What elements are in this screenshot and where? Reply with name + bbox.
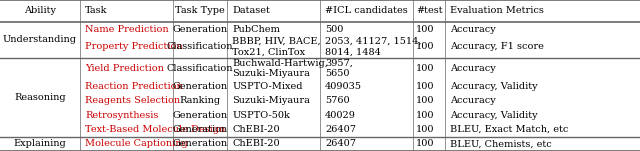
Text: Dataset: Dataset (232, 6, 270, 15)
Text: #test: #test (416, 6, 443, 15)
Text: 100: 100 (416, 25, 435, 34)
Text: 100: 100 (416, 96, 435, 105)
Text: 100: 100 (416, 125, 435, 134)
Text: 3957,
5650: 3957, 5650 (325, 59, 353, 78)
Text: Classification: Classification (167, 64, 233, 73)
Text: ChEBI-20: ChEBI-20 (232, 125, 280, 134)
Text: Task Type: Task Type (175, 6, 225, 15)
Text: PubChem: PubChem (232, 25, 280, 34)
Text: Evaluation Metrics: Evaluation Metrics (450, 6, 544, 15)
Text: 100: 100 (416, 139, 435, 148)
Text: 5760: 5760 (325, 96, 349, 105)
Text: 100: 100 (416, 64, 435, 73)
Text: BLEU, Chemists, etc: BLEU, Chemists, etc (450, 139, 552, 148)
Text: Yield Prediction: Yield Prediction (85, 64, 164, 73)
Text: Ranking: Ranking (179, 96, 221, 105)
Text: Text-Based Molecule Design: Text-Based Molecule Design (85, 125, 225, 134)
Text: 100: 100 (416, 42, 435, 51)
Text: USPTO-Mixed: USPTO-Mixed (232, 82, 303, 91)
Text: 409035: 409035 (325, 82, 362, 91)
Text: 40029: 40029 (325, 111, 356, 120)
Text: 100: 100 (416, 82, 435, 91)
Text: 100: 100 (416, 111, 435, 120)
Text: 26407: 26407 (325, 139, 356, 148)
Text: Generation: Generation (172, 25, 228, 34)
Text: Understanding: Understanding (3, 35, 77, 44)
Text: 2053, 41127, 1514,
8014, 1484: 2053, 41127, 1514, 8014, 1484 (325, 37, 422, 57)
Text: Generation: Generation (172, 111, 228, 120)
Text: Molecule Captioning: Molecule Captioning (85, 139, 188, 148)
Text: Generation: Generation (172, 139, 228, 148)
Text: Name Prediction: Name Prediction (85, 25, 169, 34)
Text: Buchwald-Hartwig,
Suzuki-Miyaura: Buchwald-Hartwig, Suzuki-Miyaura (232, 59, 328, 78)
Text: 26407: 26407 (325, 125, 356, 134)
Text: BBBP, HIV, BACE,
Tox21, ClinTox: BBBP, HIV, BACE, Tox21, ClinTox (232, 37, 321, 57)
Text: Task: Task (85, 6, 108, 15)
Text: Reagents Selection: Reagents Selection (85, 96, 180, 105)
Text: ChEBI-20: ChEBI-20 (232, 139, 280, 148)
Text: Suzuki-Miyaura: Suzuki-Miyaura (232, 96, 310, 105)
Text: Accuracy: Accuracy (450, 25, 495, 34)
Text: Accuracy, F1 score: Accuracy, F1 score (450, 42, 544, 51)
Text: Classification: Classification (167, 42, 233, 51)
Text: Retrosynthesis: Retrosynthesis (85, 111, 159, 120)
Text: 500: 500 (325, 25, 344, 34)
Text: Accuracy, Validity: Accuracy, Validity (450, 82, 538, 91)
Text: #ICL candidates: #ICL candidates (325, 6, 408, 15)
Text: Generation: Generation (172, 82, 228, 91)
Text: Accuracy: Accuracy (450, 64, 495, 73)
Text: Accuracy, Validity: Accuracy, Validity (450, 111, 538, 120)
Text: Property Prediction: Property Prediction (85, 42, 183, 51)
Text: Explaining: Explaining (13, 139, 67, 148)
Text: USPTO-50k: USPTO-50k (232, 111, 290, 120)
Text: BLEU, Exact Match, etc: BLEU, Exact Match, etc (450, 125, 568, 134)
Text: Accuracy: Accuracy (450, 96, 495, 105)
Text: Reaction Prediction: Reaction Prediction (85, 82, 183, 91)
Text: Reasoning: Reasoning (14, 93, 66, 102)
Text: Generation: Generation (172, 125, 228, 134)
Text: Ability: Ability (24, 6, 56, 15)
